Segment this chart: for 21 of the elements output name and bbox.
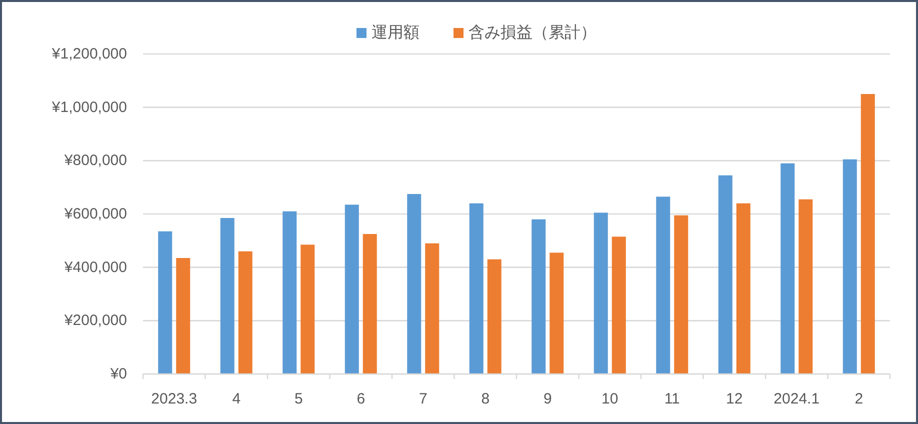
y-tick-label: ¥600,000	[63, 206, 127, 222]
y-tick-label: ¥0	[109, 366, 127, 382]
y-tick-label: ¥1,200,000	[50, 46, 127, 62]
legend-label: 運用額	[372, 24, 420, 42]
legend-label: 含み損益（累計）	[468, 24, 596, 42]
x-tick-label: 8	[481, 390, 490, 408]
x-tick-label: 6	[356, 390, 366, 408]
x-tick-label: 2023.3	[151, 390, 198, 408]
x-tick-label: 2	[854, 390, 864, 408]
x-tick-label: 10	[602, 390, 618, 408]
y-tick-label: ¥800,000	[63, 152, 127, 170]
x-tick-label: 11	[664, 390, 680, 408]
x-tick-label: 12	[726, 390, 743, 408]
y-tick-label: ¥1,000,000	[50, 98, 127, 116]
y-tick-label: ¥400,000	[63, 258, 127, 276]
x-tick-label: 5	[294, 390, 303, 408]
y-tick-label: ¥200,000	[63, 312, 127, 330]
x-tick-label: 2024.1	[774, 390, 820, 408]
x-tick-label: 9	[543, 390, 552, 408]
x-tick-label: 7	[418, 390, 428, 408]
x-tick-label: 4	[232, 390, 241, 408]
